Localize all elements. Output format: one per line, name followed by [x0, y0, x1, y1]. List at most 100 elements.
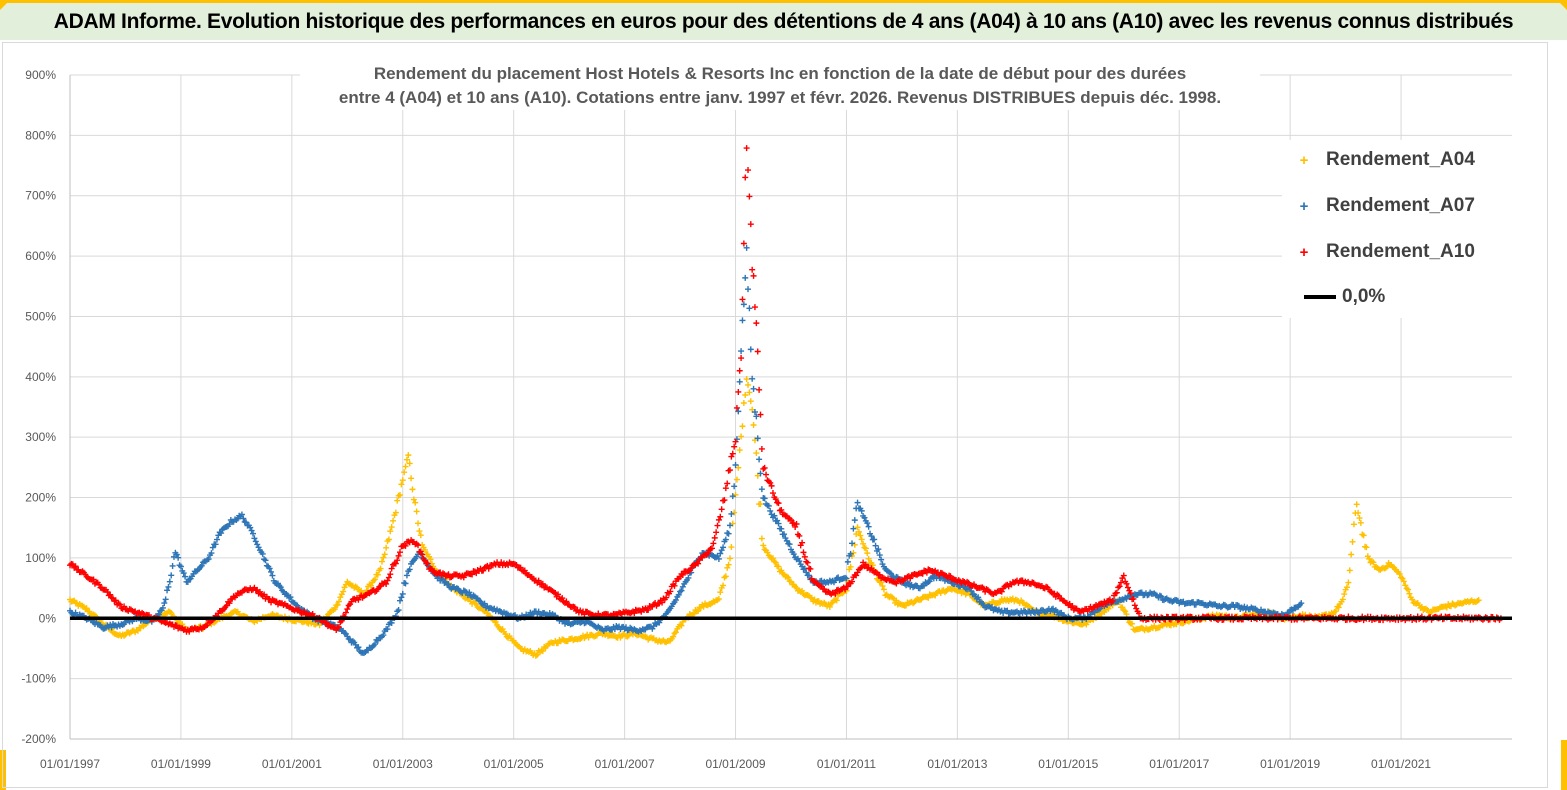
legend-marker-zero — [1304, 295, 1336, 299]
data-point — [887, 570, 894, 577]
data-point — [799, 587, 806, 594]
data-point — [862, 545, 869, 552]
data-point — [1348, 551, 1355, 558]
data-point — [416, 528, 423, 535]
data-point — [521, 567, 528, 574]
data-point — [112, 597, 119, 604]
data-point — [90, 576, 97, 583]
data-point — [268, 568, 275, 575]
data-point — [803, 558, 810, 565]
data-point — [399, 590, 406, 597]
x-axis-tick-labels: 01/01/1997 01/01/1999 01/01/2001 01/01/2003… — [40, 757, 1431, 771]
banner-corner-left — [0, 0, 10, 10]
data-point — [176, 562, 183, 569]
data-point — [388, 524, 395, 531]
data-point — [747, 346, 754, 353]
data-point — [724, 564, 731, 571]
y-tick-label: -200% — [21, 732, 56, 746]
data-point — [774, 517, 781, 524]
data-point — [757, 501, 764, 508]
data-point — [165, 583, 172, 590]
data-point — [775, 563, 782, 570]
data-point — [769, 555, 776, 562]
data-point — [378, 558, 385, 565]
data-point — [209, 544, 216, 551]
data-point — [546, 609, 553, 616]
data-point — [844, 558, 851, 565]
data-point — [738, 348, 745, 355]
data-point — [736, 367, 743, 374]
data-point — [872, 542, 879, 549]
data-point — [833, 597, 840, 604]
data-point — [72, 563, 79, 570]
data-point — [753, 413, 760, 420]
data-point — [858, 536, 865, 543]
data-point — [121, 603, 128, 610]
data-point — [1370, 559, 1377, 566]
data-point — [1102, 601, 1109, 608]
data-point — [743, 244, 750, 251]
data-point — [168, 610, 175, 617]
data-point — [392, 560, 399, 567]
data-point — [1118, 579, 1124, 586]
data-point — [481, 600, 488, 607]
data-point — [739, 423, 746, 430]
data-point — [865, 555, 872, 562]
data-point — [134, 627, 141, 634]
data-point — [842, 586, 849, 593]
chart-area — [2, 42, 1548, 788]
data-point — [175, 554, 182, 561]
data-point — [1123, 611, 1130, 618]
data-point — [656, 600, 663, 607]
data-point — [785, 574, 792, 581]
data-point — [722, 536, 729, 543]
data-point — [403, 572, 410, 579]
chart-title: Rendement du placement Host Hotels & Res… — [300, 62, 1260, 110]
data-point — [385, 574, 392, 581]
data-point — [715, 555, 722, 562]
data-point — [672, 597, 679, 604]
data-point — [721, 497, 728, 504]
data-point — [1405, 586, 1412, 593]
data-point — [1051, 590, 1058, 597]
data-point — [372, 641, 379, 648]
x-tick-label: 01/01/1997 — [40, 757, 100, 771]
x-tick-label: 01/01/2005 — [484, 757, 544, 771]
data-point — [713, 529, 720, 536]
data-point — [107, 591, 114, 598]
data-point — [198, 562, 205, 569]
banner-corner-right — [1557, 0, 1567, 10]
data-series — [67, 145, 1504, 659]
y-tick-label: 800% — [25, 128, 56, 142]
data-point — [384, 626, 391, 633]
x-tick-label: 01/01/2015 — [1038, 757, 1098, 771]
data-point — [383, 544, 390, 551]
data-point — [729, 450, 736, 457]
data-point — [208, 550, 215, 557]
data-point — [847, 563, 854, 570]
data-point — [865, 523, 872, 530]
data-point — [765, 502, 772, 509]
data-point — [238, 511, 245, 518]
data-point — [1396, 570, 1403, 577]
data-point — [395, 607, 402, 614]
data-point — [667, 588, 674, 595]
data-point — [395, 552, 402, 559]
data-point — [287, 594, 294, 601]
data-point — [907, 575, 914, 582]
data-point — [445, 581, 452, 588]
legend-item-a07: + Rendement_A07 — [1282, 191, 1475, 221]
legend-marker-a10: + — [1299, 243, 1309, 261]
data-point — [1349, 538, 1356, 545]
data-point — [860, 540, 867, 547]
data-point — [1409, 596, 1416, 603]
data-point — [847, 550, 854, 557]
data-point — [177, 563, 184, 570]
data-point — [1113, 589, 1120, 596]
data-point — [743, 376, 750, 383]
data-point — [415, 520, 422, 527]
legend-item-a04: + Rendement_A04 — [1282, 145, 1475, 175]
data-point — [1131, 602, 1138, 609]
data-point — [96, 581, 103, 588]
data-point — [168, 572, 175, 579]
